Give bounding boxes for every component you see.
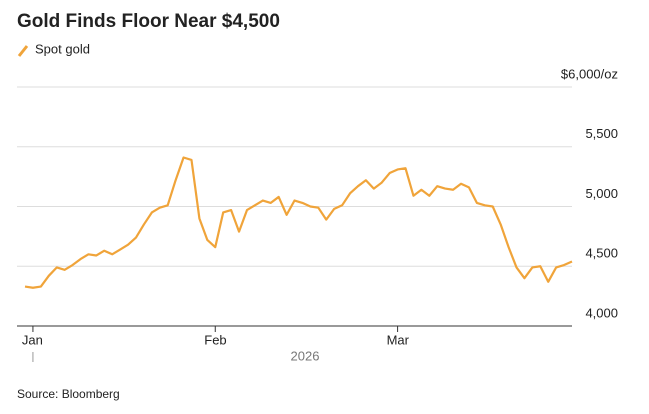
y-tick-label: 5,500	[585, 126, 618, 141]
series-line	[24, 156, 573, 289]
y-tick-label: $6,000/oz	[561, 66, 618, 81]
chart-title: Gold Finds Floor Near $4,500	[17, 11, 280, 32]
x-tick-label: Mar	[387, 332, 410, 347]
year-label: 2026	[291, 348, 320, 363]
legend-swatch	[17, 45, 29, 57]
legend-label: Spot gold	[35, 41, 90, 56]
source: Source: Bloomberg	[17, 387, 120, 401]
y-tick-label: 5,000	[585, 186, 618, 201]
y-tick-label: 4,500	[585, 246, 618, 261]
y-tick-label: 4,000	[585, 305, 618, 320]
x-tick-label: Feb	[204, 332, 226, 347]
x-tick-label: Jan	[22, 332, 43, 347]
